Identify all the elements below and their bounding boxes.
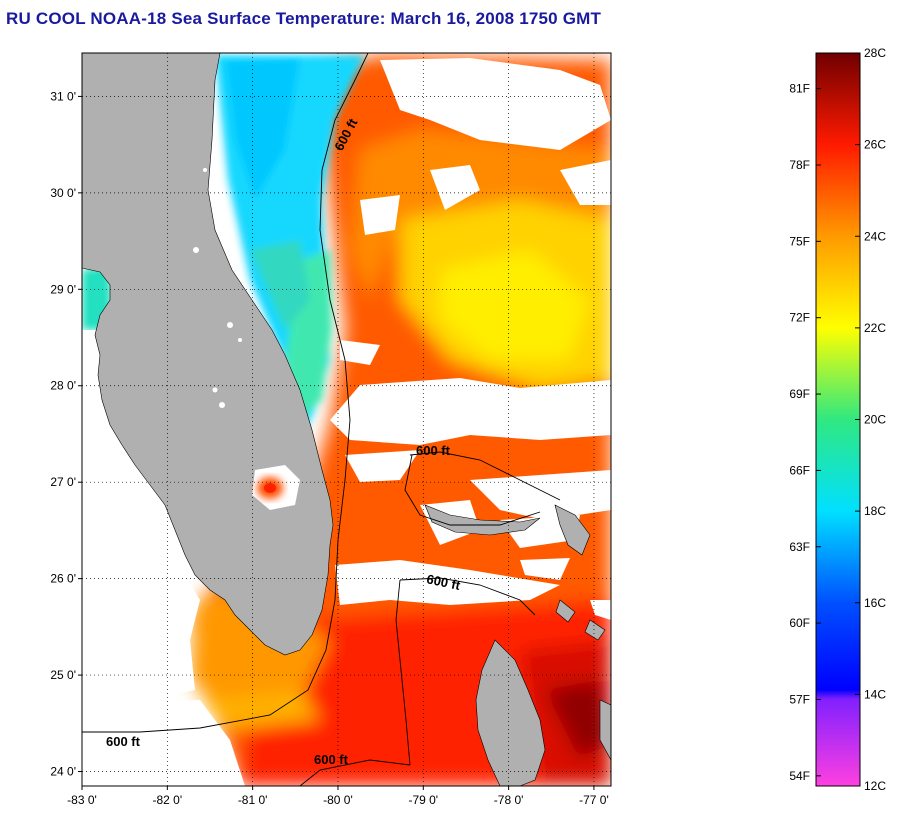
- isobath-label-providence: 600 ft: [425, 571, 462, 593]
- x-tick-label: -77 0': [579, 793, 609, 807]
- andros: [475, 639, 546, 786]
- colorbar-c-label: 24C: [864, 229, 886, 243]
- y-tick-label: 26 0': [50, 572, 76, 586]
- map-frame: [81, 52, 612, 787]
- chart-title: RU COOL NOAA-18 Sea Surface Temperature:…: [6, 9, 602, 28]
- colorbar-c-label: 14C: [864, 687, 886, 701]
- x-tick-label: -83 0': [67, 793, 97, 807]
- colorbar-f-label: 72F: [789, 311, 810, 325]
- colorbar-f-label: 63F: [789, 540, 810, 554]
- colorbar: 12C 14C 16C 18C 20C 22C 24C 26C 28C 54F 57F 60F 63F 6…: [789, 46, 886, 793]
- lat-lon-grid: [82, 53, 611, 786]
- colorbar-c-label: 18C: [864, 504, 886, 518]
- x-axis: -83 0' -82 0' -81 0' -80 0' -79 0' -78 0' -77 …: [67, 786, 609, 807]
- colorbar-c-label: 12C: [864, 779, 886, 793]
- x-tick-label: -82 0': [152, 793, 182, 807]
- y-tick-label: 29 0': [50, 282, 76, 296]
- isobath-label-south: 600 ft: [314, 752, 349, 767]
- x-tick-label: -79 0': [408, 793, 438, 807]
- grand-bahama: [424, 504, 541, 536]
- abaco: [554, 504, 591, 556]
- isobath-600ft: [82, 53, 561, 786]
- y-tick-label: 31 0': [50, 89, 76, 103]
- x-tick-label: -78 0': [494, 793, 524, 807]
- colorbar-f-label: 78F: [789, 158, 810, 172]
- y-tick-label: 25 0': [50, 668, 76, 682]
- sst-map: 600 ft 600 ft 600 ft 600 ft 600 ft: [82, 53, 611, 786]
- colorbar-c-label: 26C: [864, 138, 886, 152]
- y-tick-label: 28 0': [50, 379, 76, 393]
- colorbar-c-label: 22C: [864, 321, 886, 335]
- colorbar-f-label: 66F: [789, 463, 810, 477]
- x-tick-label: -80 0': [323, 793, 353, 807]
- colorbar-f-label: 69F: [789, 387, 810, 401]
- y-tick-label: 30 0': [50, 186, 76, 200]
- colorbar-f-label: 57F: [789, 692, 810, 706]
- colorbar-f-label: 75F: [789, 234, 810, 248]
- colorbar-c-label: 20C: [864, 413, 886, 427]
- land: [82, 53, 611, 786]
- isobath-label-grand-bahama: 600 ft: [416, 443, 451, 458]
- colorbar-f-label: 60F: [789, 616, 810, 630]
- colorbar-f-label: 54F: [789, 769, 810, 783]
- isobath-label-keys: 600 ft: [106, 734, 141, 749]
- y-tick-label: 27 0': [50, 475, 76, 489]
- y-axis: 24 0' 25 0' 26 0' 27 0' 28 0' 29 0' 30 0' 31 0': [50, 89, 82, 779]
- x-tick-label: -81 0': [238, 793, 268, 807]
- colorbar-c-label: 16C: [864, 596, 886, 610]
- colorbar-c-label: 28C: [864, 46, 886, 60]
- colorbar-gradient: [815, 52, 861, 787]
- colorbar-f-label: 81F: [789, 82, 810, 96]
- y-tick-label: 24 0': [50, 765, 76, 779]
